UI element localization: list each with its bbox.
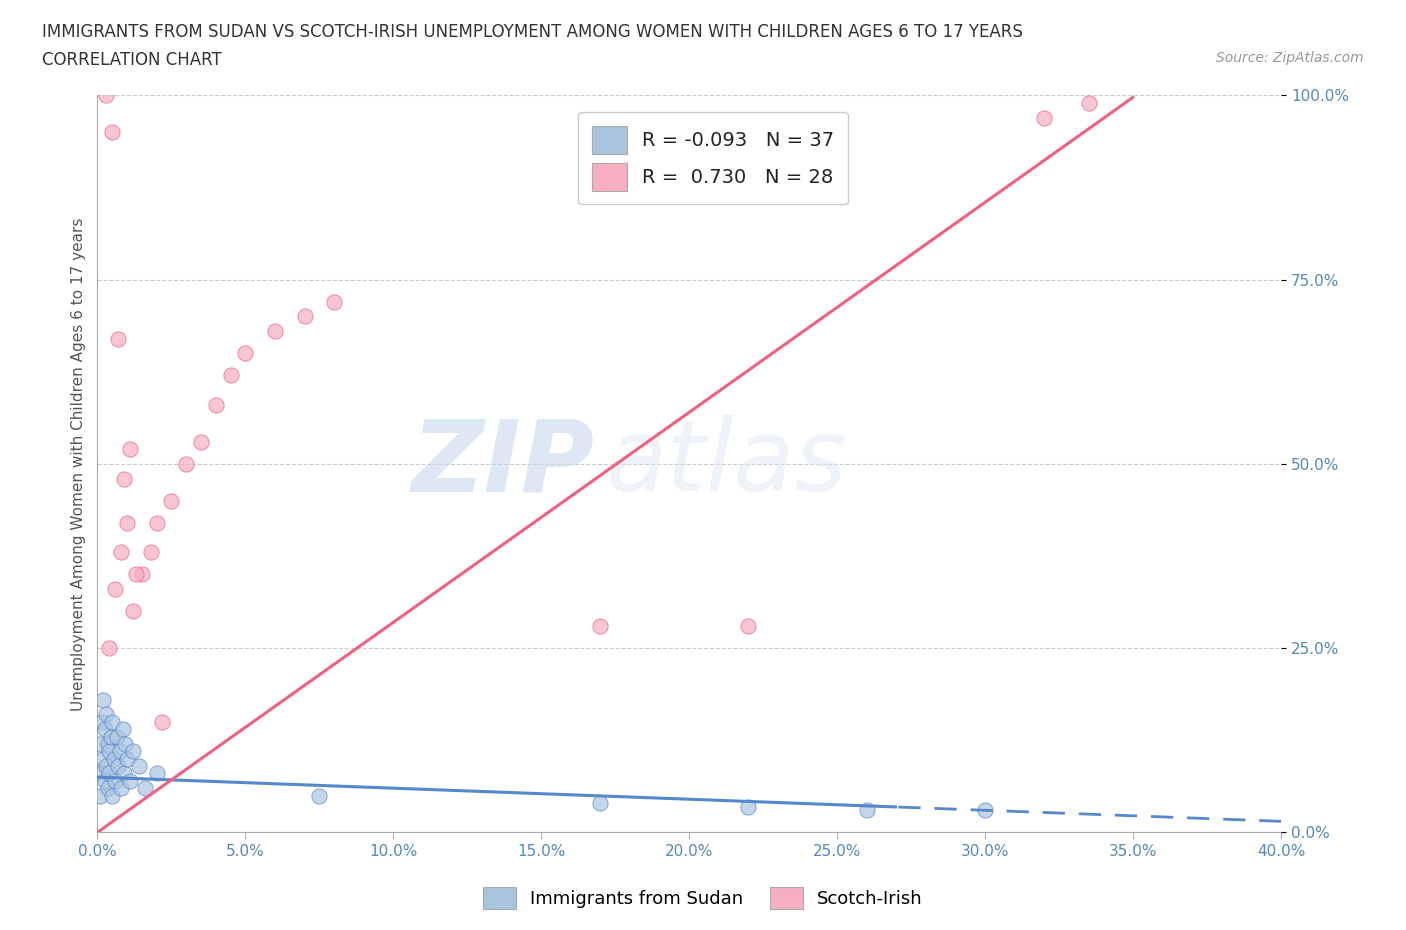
Point (94, 774, 117, 789)
Point (105, 729, 128, 744)
Point (145, 766, 167, 781)
Point (134, 780, 156, 795)
Point (323, 294, 346, 309)
Text: Source: ZipAtlas.com: Source: ZipAtlas.com (1216, 51, 1364, 65)
Point (97, 780, 120, 795)
Point (108, 744, 131, 759)
Point (100, 729, 122, 744)
Point (219, 368, 242, 383)
Point (89, 788, 111, 803)
Point (96, 759, 118, 774)
Point (107, 759, 129, 774)
Point (96, 88, 118, 103)
Point (121, 744, 143, 759)
Point (152, 714, 174, 729)
Y-axis label: Unemployment Among Women with Children Ages 6 to 17 years: Unemployment Among Women with Children A… (72, 218, 86, 711)
Point (737, 799, 759, 814)
Point (131, 567, 153, 582)
Text: IMMIGRANTS FROM SUDAN VS SCOTCH-IRISH UNEMPLOYMENT AMONG WOMEN WITH CHILDREN AGE: IMMIGRANTS FROM SUDAN VS SCOTCH-IRISH UN… (42, 23, 1024, 41)
Point (121, 604, 143, 618)
Point (111, 722, 134, 737)
Point (118, 442, 141, 457)
Point (1077, 96, 1099, 111)
Point (294, 309, 316, 324)
Point (96, 707, 118, 722)
Point (107, 331, 129, 346)
Text: atlas: atlas (606, 416, 848, 512)
Point (204, 397, 226, 412)
Point (115, 515, 138, 530)
Point (190, 434, 212, 449)
Point (125, 567, 148, 582)
Point (128, 759, 150, 774)
Point (855, 803, 877, 817)
Point (118, 774, 141, 789)
Point (112, 472, 135, 486)
Point (110, 780, 132, 795)
Point (98, 744, 121, 759)
Point (1033, 110, 1056, 125)
Legend: Immigrants from Sudan, Scotch-Irish: Immigrants from Sudan, Scotch-Irish (475, 880, 931, 916)
Point (139, 545, 162, 560)
Point (103, 751, 125, 766)
Text: ZIP: ZIP (412, 416, 595, 512)
Point (89, 737, 111, 751)
Point (974, 803, 997, 817)
Point (115, 751, 138, 766)
Point (98, 766, 121, 781)
Point (264, 324, 287, 339)
Point (308, 788, 330, 803)
Point (589, 618, 612, 633)
Point (160, 493, 183, 508)
Legend: R = -0.093   N = 37, R =  0.730   N = 28: R = -0.093 N = 37, R = 0.730 N = 28 (578, 113, 848, 205)
Point (101, 714, 124, 729)
Point (737, 618, 759, 633)
Point (90, 714, 112, 729)
Point (145, 515, 167, 530)
Point (112, 766, 135, 781)
Point (110, 545, 132, 560)
Point (104, 774, 127, 789)
Point (91, 692, 114, 707)
Point (91, 751, 114, 766)
Text: CORRELATION CHART: CORRELATION CHART (42, 51, 222, 69)
Point (174, 457, 197, 472)
Point (98, 641, 121, 656)
Point (589, 795, 612, 810)
Point (233, 346, 256, 361)
Point (101, 788, 124, 803)
Point (90, 766, 112, 781)
Point (104, 582, 127, 597)
Point (101, 125, 124, 140)
Point (114, 737, 136, 751)
Point (94, 722, 117, 737)
Point (97, 737, 120, 751)
